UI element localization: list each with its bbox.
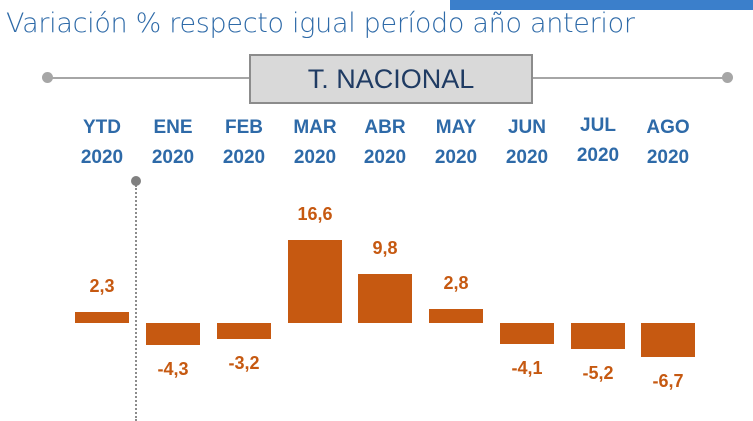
bar bbox=[146, 323, 200, 345]
connector-line-left bbox=[47, 77, 251, 79]
category-label: YTD 2020 bbox=[69, 113, 135, 173]
category-label: AGO 2020 bbox=[635, 113, 701, 173]
data-label: 2,3 bbox=[89, 275, 115, 296]
category-label-year: 2020 bbox=[434, 147, 478, 168]
data-label: -5,2 bbox=[582, 363, 614, 383]
data-label: -6,7 bbox=[652, 370, 684, 391]
bar bbox=[641, 323, 695, 357]
category-label-month: ABR bbox=[364, 117, 406, 138]
chart-title: Variación % respecto igual período año a… bbox=[6, 8, 635, 39]
connector-dot-right bbox=[722, 72, 733, 83]
bar bbox=[75, 311, 129, 323]
bar bbox=[288, 240, 342, 323]
data-label: -4,1 bbox=[511, 357, 543, 378]
connector-line-right bbox=[531, 77, 727, 79]
category-label-year: 2020 bbox=[646, 147, 690, 168]
accent-bar bbox=[450, 0, 753, 10]
category-label: JUL 2020 bbox=[565, 111, 631, 171]
data-label: -3,2 bbox=[228, 353, 260, 373]
category-label-month: MAR bbox=[293, 117, 337, 138]
category-label-year: 2020 bbox=[151, 147, 195, 168]
bar bbox=[429, 309, 483, 323]
category-label-year: 2020 bbox=[222, 147, 266, 168]
category-label: ENE 2020 bbox=[140, 113, 206, 173]
category-label-month: ENE bbox=[153, 117, 193, 138]
ytd-divider-line bbox=[135, 185, 137, 421]
category-label: MAR 2020 bbox=[282, 113, 348, 173]
category-label-year: 2020 bbox=[293, 147, 337, 168]
category-label-month: YTD bbox=[83, 117, 121, 138]
data-label: 2,8 bbox=[443, 273, 469, 293]
category-label-year: 2020 bbox=[80, 147, 124, 168]
bar bbox=[217, 323, 271, 339]
category-label-month: FEB bbox=[225, 117, 263, 138]
category-label-month: JUN bbox=[507, 117, 546, 138]
data-label: -4,3 bbox=[157, 358, 189, 379]
category-label: FEB 2020 bbox=[211, 113, 277, 173]
category-label: JUN 2020 bbox=[494, 113, 560, 173]
ytd-divider-dot bbox=[131, 176, 141, 186]
category-label-year: 2020 bbox=[576, 145, 620, 166]
data-label: 9,8 bbox=[372, 238, 398, 258]
bar bbox=[571, 323, 625, 349]
bar bbox=[358, 274, 412, 323]
series-label: T. NACIONAL bbox=[307, 63, 475, 94]
category-label-year: 2020 bbox=[505, 147, 549, 168]
category-label: MAY 2020 bbox=[423, 113, 489, 173]
category-label-year: 2020 bbox=[363, 147, 407, 168]
category-label: ABR 2020 bbox=[352, 113, 418, 173]
category-label-month: MAY bbox=[435, 117, 477, 138]
category-label-month: AGO bbox=[646, 117, 690, 138]
series-label-box: T. NACIONAL bbox=[249, 54, 533, 104]
category-label-month: JUL bbox=[580, 115, 616, 136]
data-label: 16,6 bbox=[297, 204, 333, 224]
bar bbox=[500, 323, 554, 344]
